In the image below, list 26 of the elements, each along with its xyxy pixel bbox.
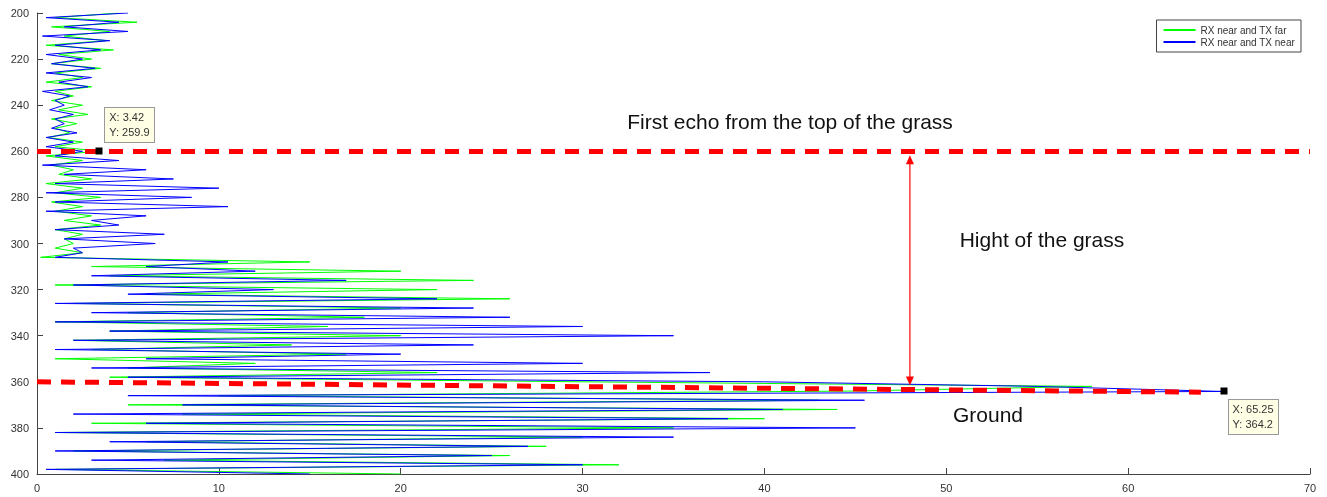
legend-label: RX near and TX near (1200, 36, 1296, 48)
y-tick-label: 300 (10, 237, 29, 250)
x-tick-label: 50 (940, 481, 953, 494)
x-tick-label: 40 (758, 481, 771, 494)
x-tick-label: 10 (212, 481, 225, 494)
y-tick-label: 260 (10, 145, 29, 158)
y-tick-label: 380 (10, 421, 29, 434)
annotation: X: 3.42 Y: 259.9 (104, 107, 155, 144)
x-tick-label: 20 (394, 481, 407, 494)
y-tick-label: 240 (10, 99, 29, 112)
y-tick-label: 220 (10, 53, 29, 66)
legend-label: RX near and TX far (1200, 24, 1288, 36)
annotation: Ground (952, 403, 1024, 427)
annotation: First echo from the top of the grass (627, 110, 953, 134)
x-tick-label: 60 (1122, 481, 1135, 494)
y-tick-label: 400 (10, 468, 29, 480)
x-tick-label: 0 (33, 481, 41, 494)
annotation: Hight of the grass (959, 228, 1125, 252)
x-tick-label: 70 (1303, 481, 1317, 494)
annotation: X: 65.25 Y: 364.2 (1227, 399, 1279, 436)
y-tick-label: 280 (10, 191, 29, 204)
y-tick-label: 360 (10, 375, 29, 388)
x-tick-label: 30 (576, 481, 589, 494)
y-tick-label: 200 (10, 7, 29, 19)
y-tick-label: 340 (10, 329, 29, 342)
y-tick-label: 320 (10, 283, 29, 296)
